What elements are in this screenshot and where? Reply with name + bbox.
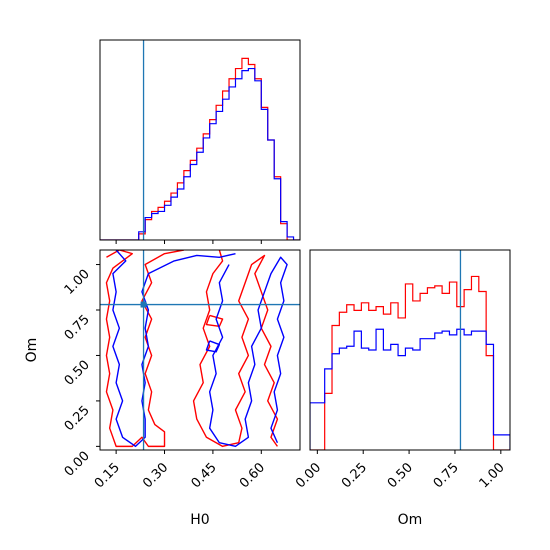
contour-y-tick-label: 0.50 xyxy=(62,358,93,389)
contour-line-blue-5 xyxy=(205,340,221,353)
panel-hist-om: 0.00 0.25 0.50 0.75 1.00 Om xyxy=(293,249,511,528)
hist-om-x-tick-label: 1.00 xyxy=(477,460,508,491)
contour-x-tick-label: 0.30 xyxy=(140,460,171,491)
hist-om-x-tick-label: 0.75 xyxy=(431,460,462,491)
hist-om-x-tick-label: 0.00 xyxy=(293,460,324,491)
contour-y-tick-label: 0.25 xyxy=(62,403,93,434)
contour-truth-marker xyxy=(140,301,147,308)
contour-ticks: 0.15 0.30 0.45 0.60 0.00 0.25 0.50 0.75 1.00 xyxy=(62,264,268,491)
hist-h0-frame xyxy=(99,39,301,241)
hist-h0-ticks xyxy=(115,240,262,244)
hist-h0-blue-histogram xyxy=(100,67,300,240)
contour-x-axis-label: H0 xyxy=(190,512,209,528)
hist-h0-series-group xyxy=(100,40,300,240)
contour-x-tick-label: 0.15 xyxy=(92,460,123,491)
contour-y-tick-label: 0.00 xyxy=(62,449,93,480)
contour-series-group xyxy=(100,250,300,450)
contour-line-red-2 xyxy=(205,314,224,328)
contour-x-tick-label: 0.45 xyxy=(189,460,220,491)
hist-om-x-tick-label: 0.50 xyxy=(385,460,416,491)
panel-hist-h0 xyxy=(99,39,301,244)
hist-h0-red-histogram xyxy=(100,57,300,240)
contour-frame xyxy=(99,249,301,451)
contour-line-red-1 xyxy=(192,250,279,448)
panel-contour-h0-om: 0.15 0.30 0.45 0.600.000.250.500.751.00 H0 … xyxy=(24,249,301,528)
contour-line-red-0 xyxy=(105,250,185,448)
contour-line-blue-4 xyxy=(208,256,288,448)
hist-om-ticks: 0.00 0.25 0.50 0.75 1.00 xyxy=(293,450,508,491)
hist-om-x-tick-label: 0.25 xyxy=(339,460,370,491)
contour-y-tick-label: 0.75 xyxy=(62,312,93,343)
contour-x-tick-label: 0.60 xyxy=(237,460,268,491)
contour-y-axis-label: Om xyxy=(24,338,40,363)
hist-om-red-histogram xyxy=(310,275,510,450)
hist-om-series-group xyxy=(310,250,510,450)
contour-y-tick-label: 1.00 xyxy=(62,267,93,298)
hist-om-frame xyxy=(309,249,511,451)
contour-line-blue-3 xyxy=(112,250,236,448)
hist-om-x-axis-label: Om xyxy=(398,512,423,528)
hist-om-blue-histogram xyxy=(310,328,510,450)
